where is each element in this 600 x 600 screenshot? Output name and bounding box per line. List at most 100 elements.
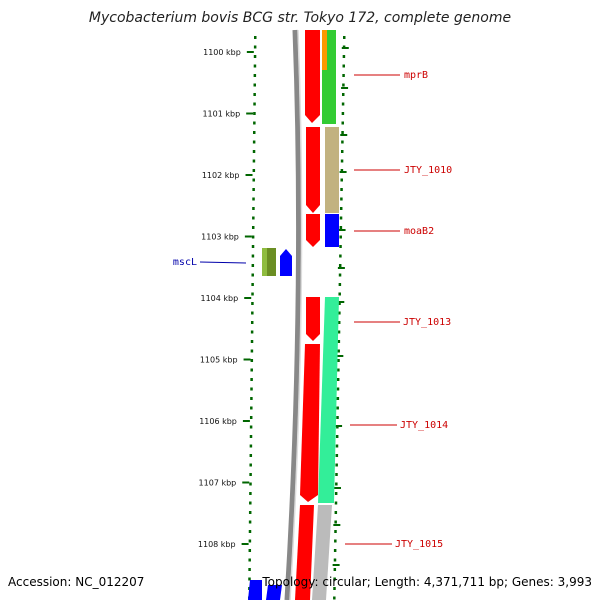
scale-dot [248,520,252,524]
scale-dot [339,226,343,229]
map-title: Mycobacterium bovis BCG str. Tokyo 172, … [88,10,512,26]
kbp-label: 1106 kbp [199,417,237,426]
scale-dot [341,112,345,115]
scale-dot [251,283,254,286]
scale-dot [252,159,256,163]
kbp-label: 1103 kbp [201,233,239,242]
gene-block[interactable] [280,249,292,276]
scale-dot [250,359,254,362]
gene-label-jty_1013[interactable]: JTY_1013 [403,317,451,328]
scale-dot [248,539,252,543]
scale-dot [251,235,255,239]
scale-dot [336,378,340,381]
scale-dot [334,539,337,543]
scale-dot [336,387,340,391]
kbp-label: 1107 kbp [199,479,237,488]
scale-dot [252,169,256,172]
scale-dot [334,501,338,505]
cog-block[interactable] [312,505,332,600]
scale-dot [342,83,345,87]
scale-dot [251,292,254,296]
scale-dot [333,596,336,600]
scale-dot [335,463,338,467]
scale-dot [254,36,257,39]
kbp-label: 1102 kbp [202,171,240,180]
scale-dot [340,188,343,191]
scale-dot [249,492,252,495]
gene-block[interactable] [266,585,282,600]
scale-dot [334,492,338,495]
scale-dot [333,577,336,581]
scale-dot [249,416,253,419]
gene-block[interactable] [248,580,262,600]
gene-block[interactable] [295,505,314,600]
genome-backbone [284,29,302,600]
gene-block[interactable] [306,214,320,247]
kbp-label: 1101 kbp [202,110,240,119]
scale-dot [341,131,344,134]
scale-dot [342,74,345,77]
gene-block[interactable] [305,30,320,123]
scale-dot [250,387,253,391]
scale-dot [335,473,338,476]
scale-dot [252,216,255,220]
scale-dot [249,463,252,467]
scale-dot [339,245,342,248]
scale-dot [337,368,340,372]
scale-dot [251,226,255,229]
gene-label-jty_1010[interactable]: JTY_1010 [404,165,452,176]
scale-dot [334,520,337,524]
scale-dot [249,425,253,429]
kbp-scale: 1100 kbp 1101 kbp 1102 kbp 1103 kbp 1104 kbp… [198,48,254,549]
gene-label-jty_1015[interactable]: JTY_1015 [395,539,443,550]
scale-dot [334,511,338,514]
scale-dot [250,378,253,381]
gene-block[interactable] [306,297,320,341]
scale-dot [333,568,337,571]
scale-dot [340,150,344,153]
scale-dot [341,93,345,96]
scale-dot [336,416,339,419]
dotted-scale-track [248,36,349,600]
gene-block[interactable] [300,344,320,502]
scale-dot [249,473,252,476]
scale-dot [251,264,255,267]
scale-dot [338,283,342,286]
scale-dot [252,150,256,153]
scale-dot [333,549,337,552]
scale-dot [337,349,340,353]
scale-dot [253,64,257,68]
scale-dot [340,197,343,201]
cog-block[interactable] [325,214,339,247]
scale-dot [253,102,256,106]
scale-dot [251,245,255,248]
scale-dot [248,511,252,514]
scale-dot [336,397,340,400]
scale-dot [338,302,341,305]
cog-block[interactable] [325,127,339,213]
scale-dot [341,121,344,125]
reverse-strand-track [248,248,292,600]
gene-label-mprb[interactable]: mprB [404,70,428,81]
scale-dot [249,501,252,505]
scale-dot [251,254,255,258]
scale-dot [252,188,255,191]
scale-dot [248,568,251,571]
scale-dot [249,435,253,438]
scale-dot [248,577,251,581]
gene-label-mscl[interactable]: mscL [173,257,197,268]
scale-dot [339,216,343,220]
scale-dot [253,45,257,49]
gene-label-moab2[interactable]: moaB2 [404,226,434,237]
scale-dot [340,178,343,182]
gene-leader-line [199,261,247,264]
forward-strand-track [295,30,320,600]
scale-dot [337,340,341,343]
scale-dot [341,140,344,144]
scale-dot [334,530,337,533]
gene-label-jty_1014[interactable]: JTY_1014 [400,420,448,431]
scale-dot [252,207,255,210]
cog-block[interactable] [318,297,339,503]
gene-block[interactable] [306,127,320,213]
scale-dot [339,207,343,210]
